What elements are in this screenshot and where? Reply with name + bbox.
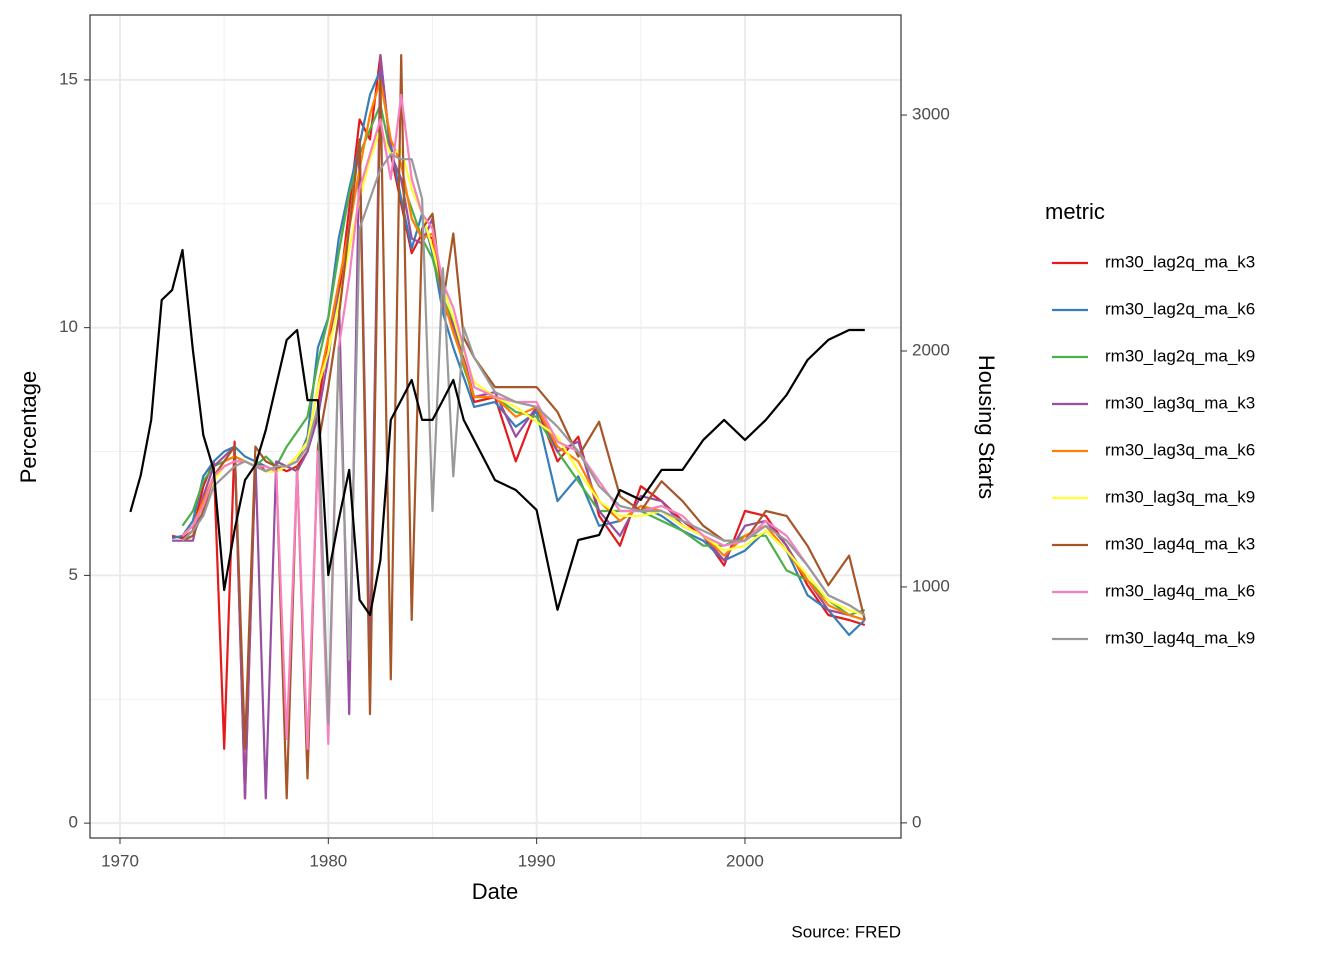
y-tick-label: 15 bbox=[59, 69, 78, 88]
x-tick-label: 1990 bbox=[518, 851, 556, 870]
y2-tick-label: 0 bbox=[912, 812, 921, 831]
legend-label: rm30_lag2q_ma_k3 bbox=[1105, 252, 1255, 271]
legend-label: rm30_lag4q_ma_k6 bbox=[1105, 581, 1255, 600]
y2-tick-label: 2000 bbox=[912, 340, 950, 359]
x-tick-label: 1980 bbox=[309, 851, 347, 870]
legend-label: rm30_lag3q_ma_k6 bbox=[1105, 440, 1255, 459]
line bbox=[181, 93, 866, 750]
y-axis-title: Percentage bbox=[16, 371, 41, 484]
x-axis-title: Date bbox=[472, 879, 518, 904]
y-tick-label: 10 bbox=[59, 317, 78, 336]
legend-label: rm30_lag4q_ma_k9 bbox=[1105, 628, 1255, 647]
legend-label: rm30_lag3q_ma_k3 bbox=[1105, 393, 1255, 412]
x-tick-label: 2000 bbox=[726, 851, 764, 870]
legend-label: rm30_lag2q_ma_k6 bbox=[1105, 299, 1255, 318]
legend-title: metric bbox=[1045, 199, 1105, 224]
y2-tick-label: 3000 bbox=[912, 105, 950, 124]
plot-frame bbox=[89, 14, 902, 839]
legend-label: rm30_lag2q_ma_k9 bbox=[1105, 346, 1255, 365]
y2-axis-title: Housing Starts bbox=[974, 355, 999, 499]
x-tick-label: 1970 bbox=[101, 851, 139, 870]
line bbox=[181, 153, 866, 726]
line-y2 bbox=[129, 248, 865, 617]
legend-label: rm30_lag3q_ma_k9 bbox=[1105, 487, 1255, 506]
y2-tick-label: 1000 bbox=[912, 576, 950, 595]
y-tick-label: 0 bbox=[69, 813, 78, 832]
y-tick-label: 5 bbox=[69, 565, 78, 584]
legend-label: rm30_lag4q_ma_k3 bbox=[1105, 534, 1255, 553]
caption: Source: FRED bbox=[791, 922, 901, 941]
